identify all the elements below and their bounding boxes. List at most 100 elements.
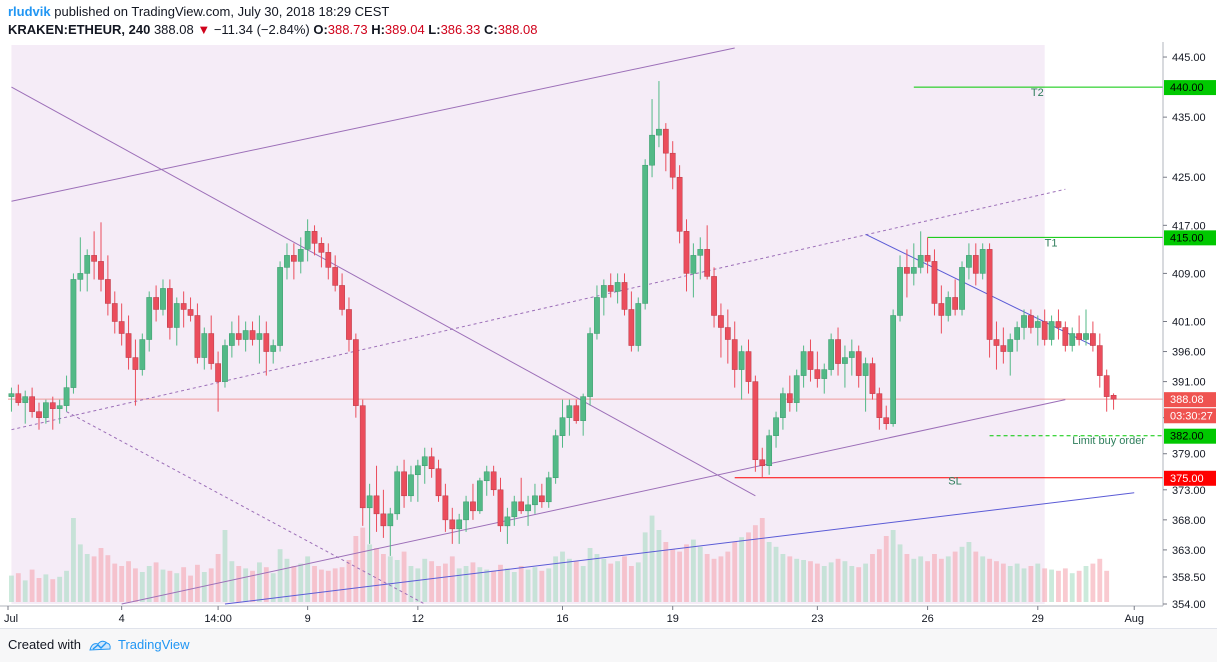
candle-body[interactable]	[828, 339, 835, 370]
candle-body[interactable]	[518, 501, 525, 512]
candle-body[interactable]	[414, 465, 421, 476]
candle-body[interactable]	[573, 405, 580, 421]
candle-body[interactable]	[525, 504, 531, 512]
candle-body[interactable]	[153, 297, 159, 310]
candle-body[interactable]	[869, 363, 876, 394]
candle-body[interactable]	[111, 303, 118, 322]
candle-body[interactable]	[1000, 345, 1007, 352]
candle-body[interactable]	[215, 363, 221, 382]
candle-body[interactable]	[366, 495, 373, 509]
candle-body[interactable]	[1021, 315, 1027, 328]
candle-body[interactable]	[662, 128, 669, 154]
candle-body[interactable]	[752, 381, 759, 460]
candle-body[interactable]	[1014, 327, 1020, 340]
candle-body[interactable]	[855, 351, 862, 376]
long-support-line[interactable]	[224, 492, 1135, 605]
candle-body[interactable]	[986, 249, 993, 340]
candle-body[interactable]	[876, 393, 883, 418]
candle-body[interactable]	[91, 255, 97, 262]
candle-body[interactable]	[559, 417, 566, 436]
candle-body[interactable]	[938, 303, 945, 316]
candle-body[interactable]	[208, 333, 215, 364]
candle-body[interactable]	[394, 471, 401, 515]
candle-body[interactable]	[105, 279, 111, 304]
candle-body[interactable]	[146, 297, 153, 340]
candle-body[interactable]	[897, 267, 903, 316]
candle-body[interactable]	[1048, 321, 1055, 340]
candle-body[interactable]	[649, 134, 655, 166]
candle-body[interactable]	[711, 276, 717, 316]
candle-body[interactable]	[497, 489, 504, 527]
candle-body[interactable]	[731, 339, 738, 370]
candle-body[interactable]	[759, 459, 766, 467]
candle-body[interactable]	[118, 321, 125, 334]
candle-body[interactable]	[77, 273, 84, 280]
candle-body[interactable]	[332, 267, 339, 286]
candle-body[interactable]	[56, 405, 63, 409]
candle-body[interactable]	[36, 411, 42, 418]
candle-body[interactable]	[84, 255, 91, 274]
candle-body[interactable]	[690, 255, 697, 274]
candle-body[interactable]	[43, 402, 49, 418]
candle-body[interactable]	[318, 243, 325, 253]
candle-body[interactable]	[194, 315, 201, 358]
candle-body[interactable]	[580, 396, 587, 421]
tradingview-logo-icon[interactable]	[88, 637, 112, 653]
candle-body[interactable]	[566, 405, 573, 418]
candle-body[interactable]	[862, 363, 869, 376]
candle-body[interactable]	[428, 456, 435, 470]
candle-body[interactable]	[642, 164, 649, 304]
candle-body[interactable]	[311, 231, 318, 244]
candle-body[interactable]	[22, 396, 29, 403]
candle-body[interactable]	[421, 456, 428, 467]
candle-body[interactable]	[463, 501, 469, 521]
candle-body[interactable]	[1110, 394, 1117, 400]
candle-body[interactable]	[387, 513, 394, 527]
candle-body[interactable]	[49, 402, 56, 409]
resistance-line[interactable]	[865, 233, 1094, 346]
candle-body[interactable]	[1062, 327, 1069, 346]
candle-body[interactable]	[304, 231, 311, 250]
candle-body[interactable]	[70, 279, 77, 388]
candle-body[interactable]	[8, 393, 15, 397]
candle-body[interactable]	[373, 495, 380, 515]
price-axis[interactable]	[1163, 42, 1217, 628]
candle-body[interactable]	[800, 351, 807, 376]
candle-body[interactable]	[483, 471, 490, 482]
candle-body[interactable]	[924, 255, 931, 262]
candle-body[interactable]	[180, 303, 187, 310]
candle-body[interactable]	[511, 501, 518, 518]
descending-line[interactable]	[11, 86, 756, 497]
candle-body[interactable]	[883, 417, 890, 424]
candle-body[interactable]	[786, 393, 793, 403]
candle-body[interactable]	[993, 339, 1000, 346]
candle-body[interactable]	[1103, 375, 1110, 397]
candle-body[interactable]	[1041, 321, 1048, 340]
candle-body[interactable]	[359, 405, 366, 509]
candle-body[interactable]	[408, 474, 414, 497]
candle-body[interactable]	[656, 128, 662, 136]
candle-body[interactable]	[1028, 315, 1034, 328]
candle-body[interactable]	[917, 255, 924, 268]
candle-body[interactable]	[952, 297, 959, 310]
candle-body[interactable]	[945, 297, 952, 316]
candle-body[interactable]	[1096, 345, 1103, 376]
candle-body[interactable]	[201, 333, 208, 358]
candle-body[interactable]	[979, 249, 986, 274]
candle-body[interactable]	[249, 330, 256, 340]
candle-body[interactable]	[745, 351, 752, 382]
candle-body[interactable]	[256, 333, 263, 340]
candle-body[interactable]	[1034, 321, 1041, 328]
candle-body[interactable]	[910, 267, 917, 274]
candle-body[interactable]	[1069, 333, 1076, 346]
candle-body[interactable]	[1090, 333, 1096, 346]
candle-body[interactable]	[697, 249, 704, 256]
candle-body[interactable]	[842, 357, 848, 364]
channel-midline[interactable]	[11, 188, 1066, 431]
candle-body[interactable]	[442, 495, 449, 521]
candle-body[interactable]	[704, 249, 711, 277]
candle-body[interactable]	[545, 477, 552, 503]
candle-body[interactable]	[125, 333, 132, 358]
candle-body[interactable]	[738, 351, 745, 370]
candle-body[interactable]	[504, 516, 511, 527]
